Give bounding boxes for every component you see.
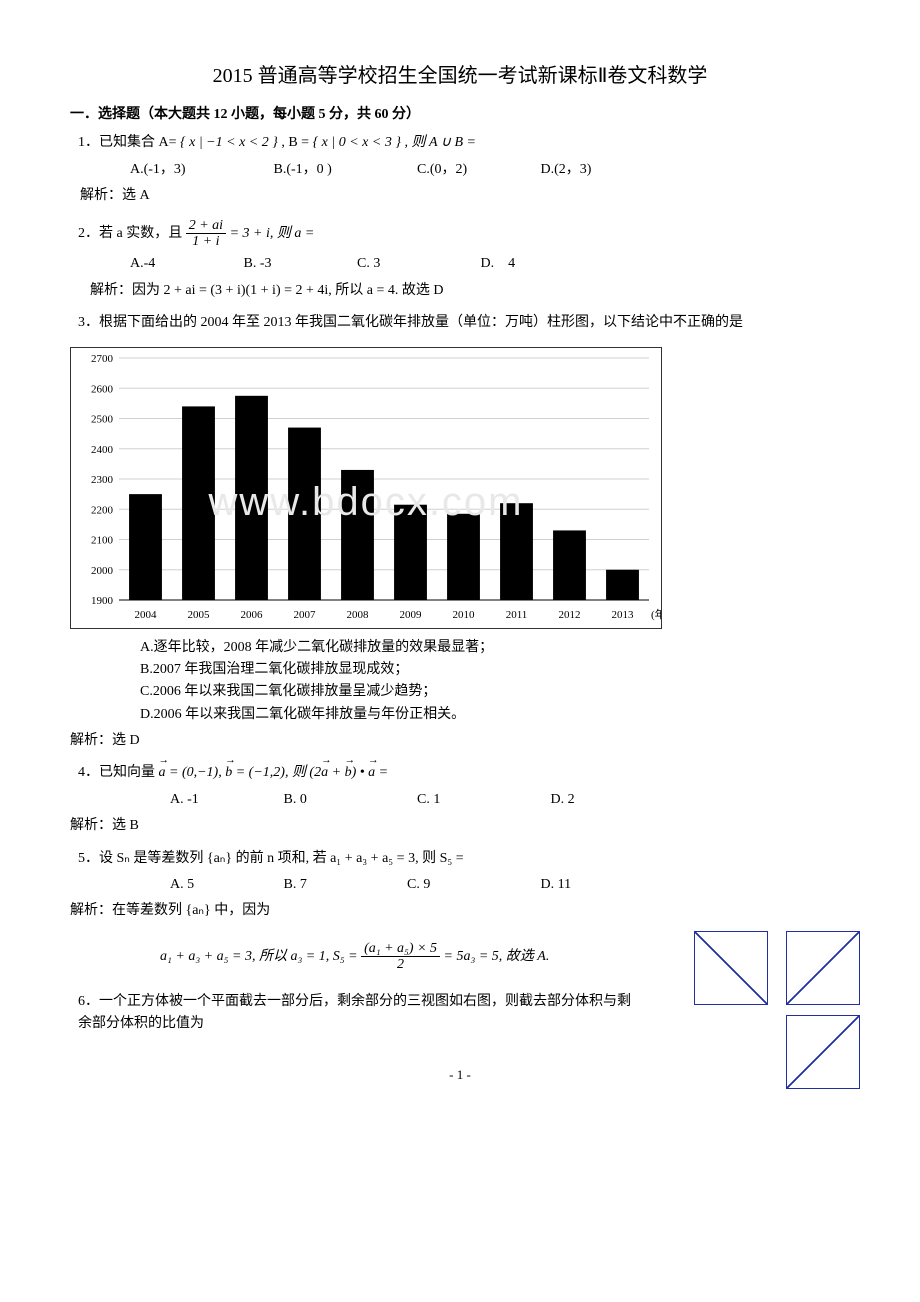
q1-opt-c: C.(0，2) [417, 159, 537, 181]
svg-text:2000: 2000 [91, 564, 114, 576]
q1-opt-b: B.(-1，0 ) [274, 159, 414, 181]
question-1: 1．已知集合 A= { x | −1 < x < 2 } , B = { x |… [78, 132, 850, 154]
svg-text:2700: 2700 [91, 353, 114, 365]
q1-opt-d: D.(2，3) [541, 159, 592, 181]
question-5: 5．设 Sₙ 是等差数列 {aₙ} 的前 n 项和, 若 a₁ + a₃ + a… [78, 848, 850, 870]
q2-opt-c: C. 3 [357, 253, 477, 275]
q5-ans-post: = 5a₃ = 5, 故选 A. [444, 949, 550, 964]
q5-frac-num: (a₁ + a₅) × 5 [361, 941, 440, 957]
question-6: 6．一个正方体被一个平面截去一部分后，剩余部分的三视图如右图，则截去部分体积与剩… [78, 991, 638, 1036]
svg-text:2200: 2200 [91, 504, 114, 516]
q1-options: A.(-1，3) B.(-1，0 ) C.(0，2) D.(2，3) [130, 159, 850, 181]
section-heading: 一．选择题（本大题共 12 小题，每小题 5 分，共 60 分） [70, 104, 850, 126]
q4-vec-b1: b [225, 762, 232, 784]
question-2: 2．若 a 实数，且 2 + ai 1 + i = 3 + i, 则 a = [78, 218, 850, 250]
svg-text:2500: 2500 [91, 413, 114, 425]
svg-text:2013: 2013 [612, 609, 635, 621]
bar-chart-svg: 1900 2000 2100 2200 2300 2400 2500 2600 2700 2004… [71, 348, 661, 628]
q2-fraction: 2 + ai 1 + i [186, 218, 226, 250]
question-3: 3．根据下面给出的 2004 年至 2013 年我国二氧化碳年排放量（单位：万吨… [78, 312, 850, 334]
q5-opt-b: B. 7 [284, 874, 404, 896]
q4-vec-a1: a [159, 762, 166, 784]
q1-opt-a: A.(-1，3) [130, 159, 270, 181]
q3-opt-b: B.2007 年我国治理二氧化碳排放显现成效； [140, 659, 850, 681]
question-4: 4．已知向量 a = (0,−1), b = (−1,2), 则 (2a + b… [78, 762, 850, 784]
q4-a-val: = (0,−1), [169, 765, 225, 780]
svg-text:2100: 2100 [91, 534, 114, 546]
q4-vec-a3: a [368, 762, 375, 784]
svg-text:2600: 2600 [91, 383, 114, 395]
q4-prefix: 4．已知向量 [78, 765, 155, 780]
svg-text:2011: 2011 [506, 609, 528, 621]
svg-text:2009: 2009 [400, 609, 423, 621]
q5-stem: 5．设 Sₙ 是等差数列 {aₙ} 的前 n 项和, 若 a₁ + a₃ + a… [78, 851, 464, 866]
q3-opt-c: C.2006 年以来我国二氧化碳排放量呈减少趋势； [140, 681, 850, 703]
q4-opt-a: A. -1 [170, 789, 280, 811]
q1-tail: , 则 A ∪ B = [404, 135, 476, 150]
q4-b-val: = (−1,2), 则 (2 [236, 765, 321, 780]
q4-opt-b: B. 0 [284, 789, 414, 811]
svg-text:2007: 2007 [294, 609, 317, 621]
svg-text:2006: 2006 [241, 609, 264, 621]
svg-text:2004: 2004 [135, 609, 158, 621]
q5-ans-pre: a₁ + a₃ + a₅ = 3, 所以 a₃ = 1, S₅ = [160, 949, 361, 964]
q2-ans-text: 解析：因为 2 + ai = (3 + i)(1 + i) = 2 + 4i, … [90, 283, 444, 298]
svg-text:2005: 2005 [188, 609, 211, 621]
q4-vec-b2: b [345, 762, 352, 784]
q2-frac-num: 2 + ai [186, 218, 226, 234]
q5-opt-d: D. 11 [541, 874, 572, 896]
svg-text:2300: 2300 [91, 474, 114, 486]
q2-answer: 解析：因为 2 + ai = (3 + i)(1 + i) = 2 + 4i, … [90, 280, 850, 302]
q5-fraction: (a₁ + a₅) × 5 2 [361, 941, 440, 973]
q4-mid3: ) • [352, 765, 369, 780]
q1-set-a: { x | −1 < x < 2 } [180, 135, 278, 150]
q5-options: A. 5 B. 7 C. 9 D. 11 [170, 874, 850, 896]
q3-opt-d: D.2006 年以来我国二氧化碳年排放量与年份正相关。 [140, 704, 850, 726]
triview-box-2 [786, 931, 860, 1005]
q5-opt-c: C. 9 [407, 874, 537, 896]
q4-opt-c: C. 1 [417, 789, 547, 811]
q2-opt-a: A.-4 [130, 253, 240, 275]
q5-frac-den: 2 [361, 957, 440, 972]
q4-tail: = [375, 765, 388, 780]
co2-bar-chart: 1900 2000 2100 2200 2300 2400 2500 2600 2700 2004… [70, 347, 662, 629]
q2-stem-prefix: 2．若 a 实数，且 [78, 226, 182, 241]
svg-text:2012: 2012 [559, 609, 581, 621]
page-title: 2015 普通高等学校招生全国统一考试新课标Ⅱ卷文科数学 [70, 60, 850, 92]
q1-stem-prefix: 1．已知集合 A= [78, 135, 177, 150]
svg-text:2008: 2008 [347, 609, 370, 621]
q5-answer-pre: 解析：在等差数列 {aₙ} 中，因为 [70, 900, 850, 922]
q2-frac-den: 1 + i [186, 234, 226, 249]
q2-stem-suffix: = 3 + i, 则 a = [230, 226, 315, 241]
q1-mid: , B = [281, 135, 312, 150]
q4-answer: 解析：选 B [70, 815, 850, 837]
triview-box-3 [786, 1015, 860, 1089]
q4-mid2: + [328, 765, 344, 780]
q5-opt-a: A. 5 [170, 874, 280, 896]
q3-answer: 解析：选 D [70, 730, 850, 752]
q2-opt-b: B. -3 [244, 253, 354, 275]
svg-text:1900: 1900 [91, 595, 114, 607]
q3-opt-a: A.逐年比较，2008 年减少二氧化碳排放量的效果最显著； [140, 637, 850, 659]
three-view-figure [660, 931, 860, 1099]
q1-answer: 解析：选 A [80, 185, 850, 207]
q4-opt-d: D. 2 [551, 789, 575, 811]
q1-set-b: { x | 0 < x < 3 } [313, 135, 401, 150]
svg-text:2010: 2010 [453, 609, 476, 621]
svg-text:(年): (年) [651, 607, 661, 621]
q2-opt-d: D. 4 [481, 253, 516, 275]
triview-box-1 [694, 931, 768, 1005]
svg-text:2400: 2400 [91, 443, 114, 455]
q2-options: A.-4 B. -3 C. 3 D. 4 [130, 253, 850, 275]
q4-vec-a2: a [321, 762, 328, 784]
q4-options: A. -1 B. 0 C. 1 D. 2 [170, 789, 850, 811]
